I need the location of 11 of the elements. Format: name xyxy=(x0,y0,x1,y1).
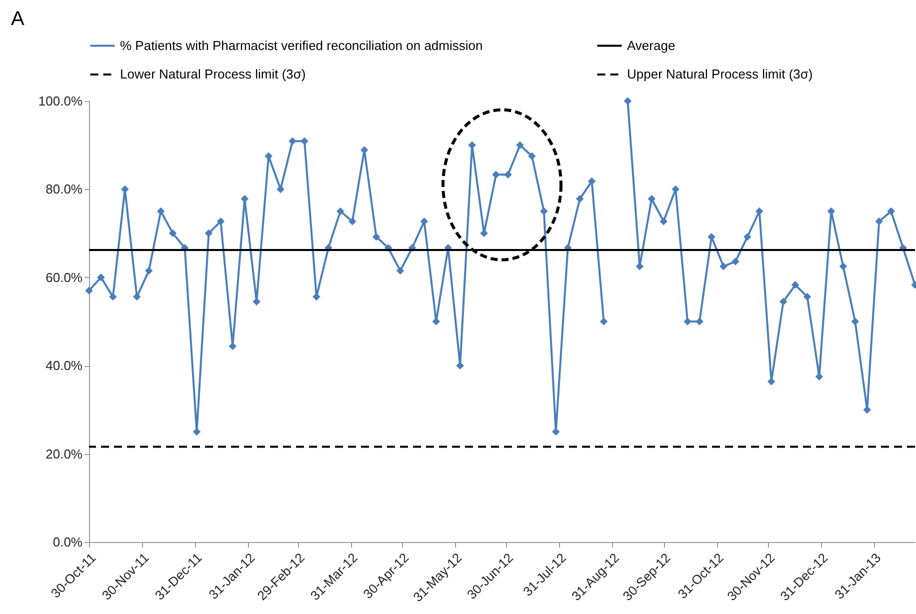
y-tick-label: 100.0% xyxy=(38,94,83,108)
y-tick-label: 20.0% xyxy=(46,446,83,462)
y-tick-label: 40.0% xyxy=(46,358,83,374)
legend-label: Lower Natural Process limit (3σ) xyxy=(120,66,306,82)
legend-label: % Patients with Pharmacist verified reconciliation on admission xyxy=(120,38,483,53)
y-tick-label: 60.0% xyxy=(46,270,83,285)
text: Upper Natural Process limit (3σ) xyxy=(627,66,813,82)
y-tick-label: 80.0% xyxy=(46,182,83,197)
y-tick-label: 0.0% xyxy=(52,534,83,550)
text: A xyxy=(11,8,24,31)
legend-label: Average xyxy=(627,38,676,53)
